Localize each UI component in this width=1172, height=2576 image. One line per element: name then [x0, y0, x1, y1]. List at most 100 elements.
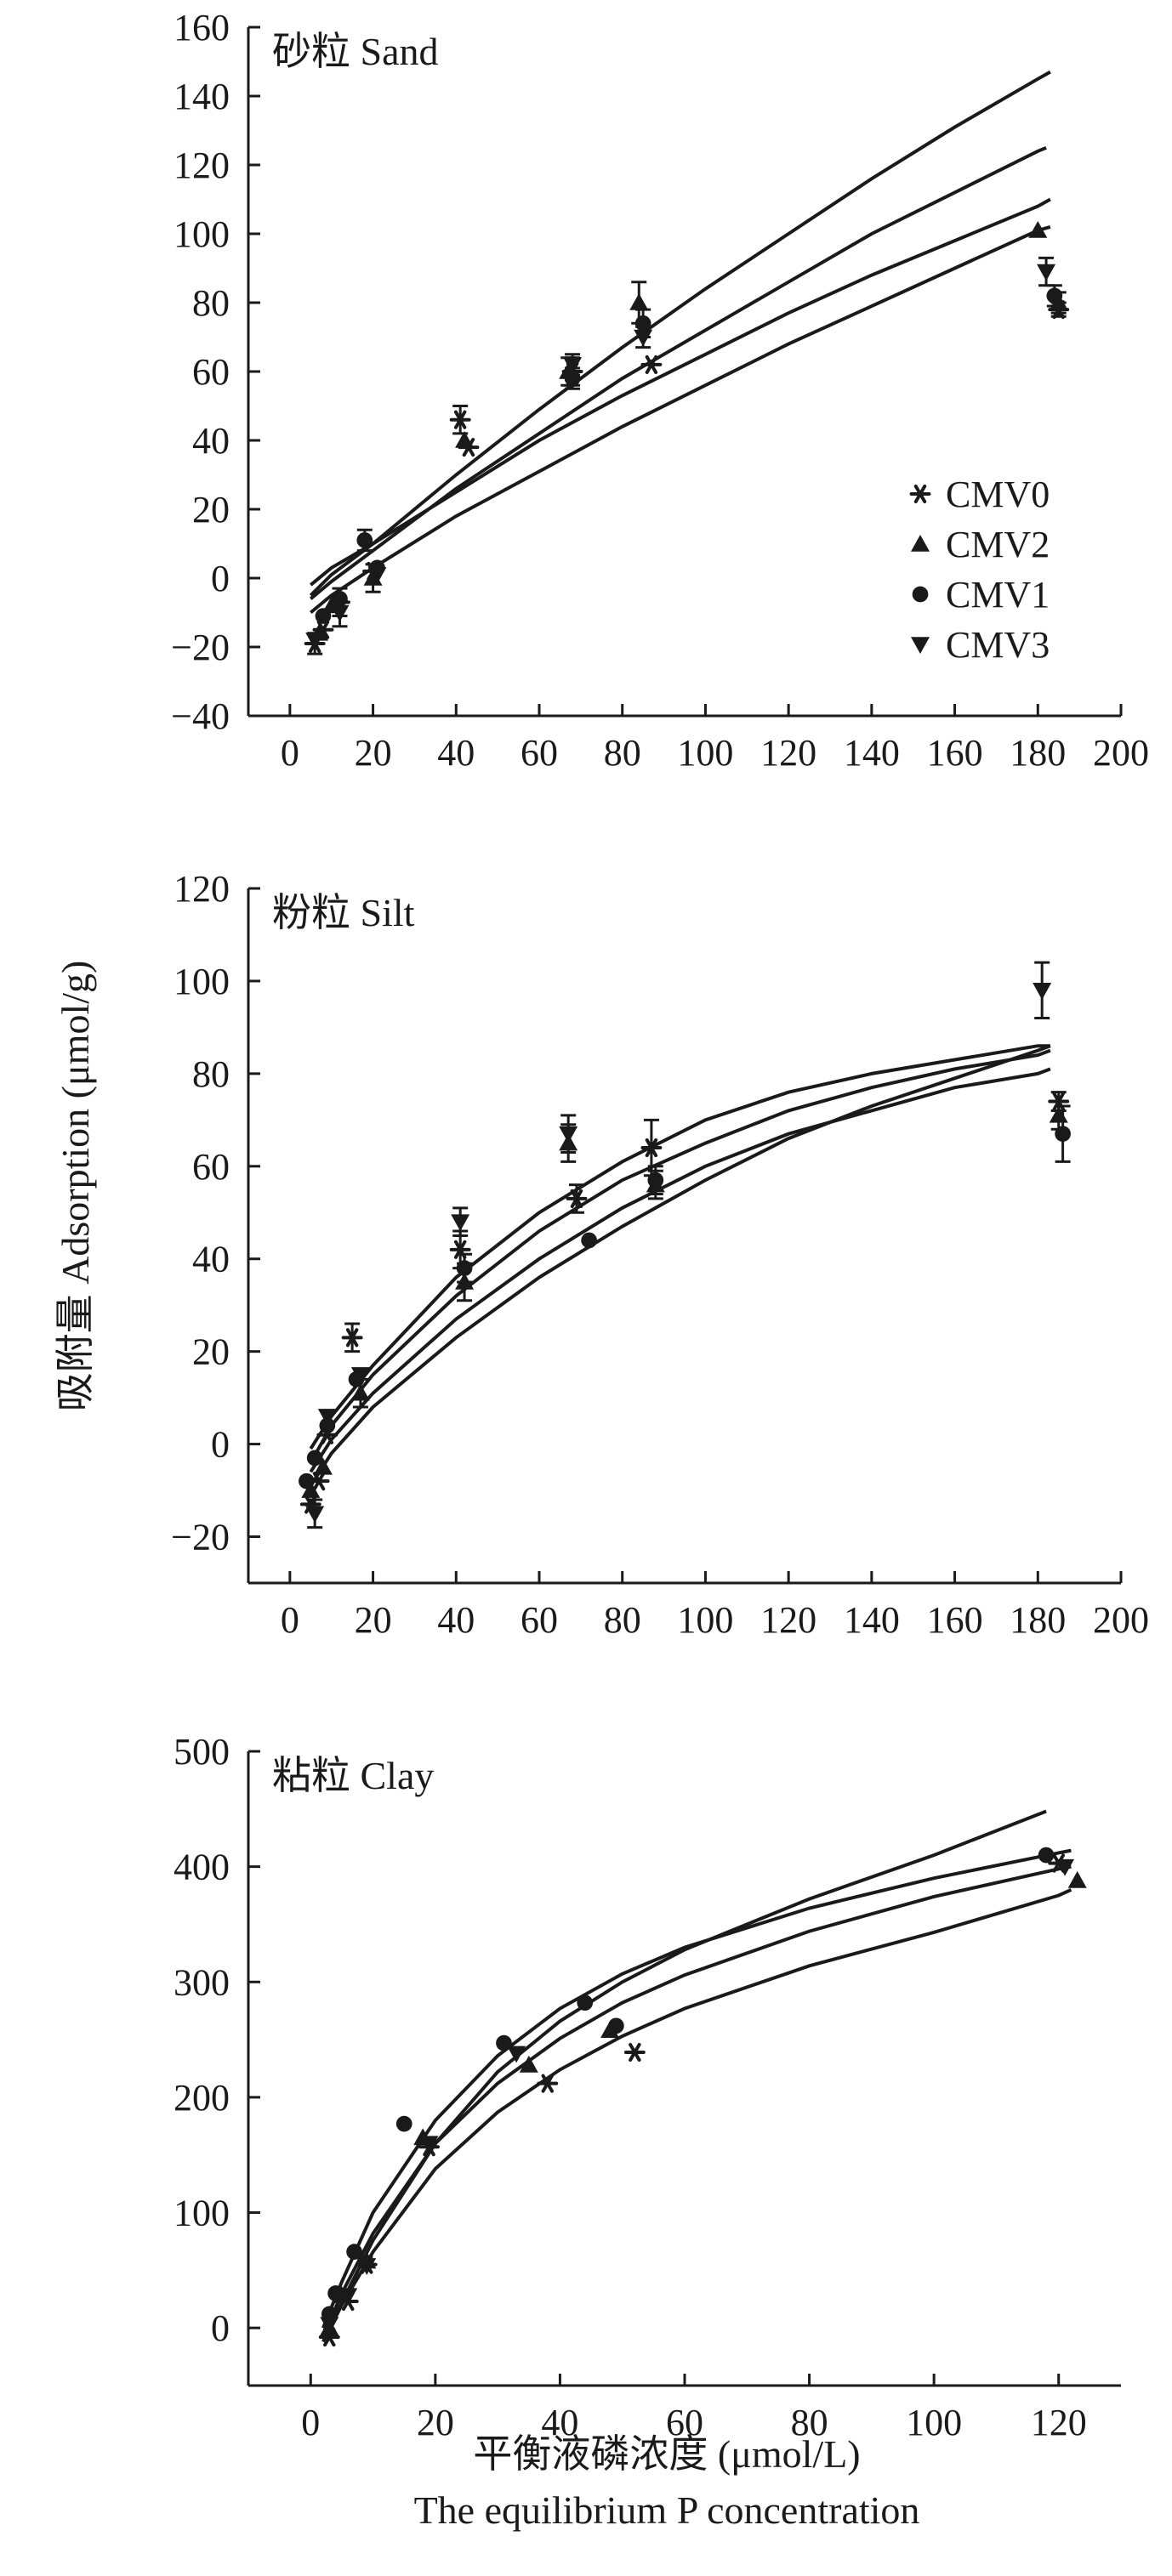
triangle-down-marker: [357, 2258, 377, 2275]
y-tick-label: −20: [171, 627, 230, 668]
triangle-down-marker: [911, 637, 930, 654]
x-tick-label: 120: [760, 1599, 816, 1641]
triangle-down-marker: [451, 1214, 470, 1232]
asterisk-stroke: [453, 410, 467, 429]
x-tick-label: 0: [281, 732, 299, 774]
y-tick-label: 100: [174, 2193, 230, 2234]
circle-marker: [581, 1232, 597, 1249]
triangle-down-marker: [1033, 983, 1052, 1000]
triangle-down-marker: [317, 1409, 337, 1426]
triangle-down-marker: [507, 2045, 526, 2063]
y-tick-label: 60: [192, 1146, 230, 1188]
triangle-up-marker: [1049, 1105, 1068, 1123]
triangle-down-marker: [320, 2317, 339, 2335]
y-tick-label: 20: [192, 489, 230, 531]
fit-curve: [310, 197, 1051, 587]
fit-curve: [321, 1848, 1072, 2329]
legend-label: CMV1: [946, 574, 1050, 616]
fit-curve: [310, 145, 1047, 600]
circle-marker: [456, 1260, 473, 1276]
legend-item-cmv1: CMV1: [912, 574, 1050, 616]
asterisk-marker: [640, 1138, 663, 1158]
x-tick-label: 20: [355, 1599, 392, 1641]
asterisk-marker-icon: [909, 484, 931, 504]
asterisk-marker: [566, 1189, 588, 1208]
y-tick-label: 140: [174, 76, 230, 117]
asterisk-stroke: [629, 2042, 641, 2063]
circle-marker: [395, 2115, 412, 2132]
circle-marker: [912, 586, 929, 603]
circle-marker: [315, 608, 332, 624]
y-tick-label: 0: [211, 2307, 230, 2349]
x-axis-subtitle: The equilibrium P concentration: [414, 2488, 920, 2532]
asterisk-marker: [449, 410, 471, 429]
x-tick-label: 120: [1031, 2402, 1087, 2443]
asterisk-marker: [909, 484, 931, 504]
y-tick-label: 20: [192, 1331, 230, 1373]
circle-marker: [608, 2017, 624, 2034]
triangle-down-marker-icon: [911, 637, 930, 654]
triangle-up-marker: [350, 1383, 370, 1401]
fit-curve: [321, 1809, 1047, 2341]
clay-panel: 0 100 200 300 400 500 0 20 40 60 80 100 120 粘粒 Clay: [174, 1731, 1121, 2443]
asterisk-marker: [623, 2042, 646, 2063]
y-tick-label: 60: [192, 351, 230, 393]
x-tick-label: 60: [521, 732, 558, 774]
y-tick-label: 80: [192, 1053, 230, 1095]
x-tick-label: 20: [355, 732, 392, 774]
legend: CMV0 CMV2 CMV1 CMV3: [909, 474, 1050, 666]
y-tick-label: 120: [174, 145, 230, 186]
x-tick-label: 200: [1093, 1599, 1149, 1641]
fit-curve: [309, 1048, 1051, 1464]
legend-item-cmv3: CMV3: [911, 624, 1050, 666]
x-tick-label: 200: [1093, 732, 1149, 774]
panel-title: 粘粒 Clay: [272, 1754, 434, 1797]
triangle-down-marker: [1037, 264, 1056, 281]
triangle-down-marker: [559, 1126, 578, 1143]
y-tick-label: 0: [211, 1424, 230, 1466]
sand-panel: −40 −20 0 20 40 60 80 100 120 140 160 0 20 40 60 80 100 1…: [171, 7, 1149, 774]
triangle-down-marker: [305, 1506, 325, 1523]
circle-marker: [1038, 1847, 1055, 1864]
silt-panel: −20 0 20 40 60 80 100 120 0 20 40 60 80 100 120 140 160 1…: [171, 868, 1149, 1641]
y-axis-title: 吸附量 Adsorption (μmol/g): [54, 961, 97, 1412]
x-tick-label: 0: [301, 2402, 320, 2443]
y-tick-label: 300: [174, 1961, 230, 2003]
y-tick-label: −20: [171, 1517, 230, 1558]
triangle-down-marker: [367, 567, 387, 584]
circle-marker: [1046, 287, 1063, 304]
x-tick-label: 80: [604, 732, 641, 774]
triangle-down-marker: [419, 2136, 439, 2153]
x-tick-label: 180: [1010, 1599, 1066, 1641]
circle-marker-icon: [912, 586, 929, 603]
asterisk-stroke: [645, 1138, 658, 1158]
y-tick-label: 200: [174, 2077, 230, 2119]
x-tick-label: 120: [760, 732, 816, 774]
y-tick-label: 160: [174, 7, 230, 48]
asterisk-marker: [640, 355, 663, 374]
circle-marker: [577, 1994, 594, 2011]
circle-marker: [346, 2244, 362, 2261]
x-tick-label: 160: [927, 1599, 983, 1641]
circle-marker: [306, 1450, 323, 1467]
fit-curve: [309, 70, 1051, 597]
legend-label: CMV3: [946, 624, 1050, 666]
triangle-down-marker: [339, 2288, 358, 2306]
triangle-up-marker: [1028, 220, 1048, 238]
asterisk-stroke: [541, 2074, 554, 2093]
y-tick-label: 0: [211, 558, 230, 599]
asterisk-stroke: [913, 484, 927, 504]
x-tick-label: 80: [604, 1599, 641, 1641]
circle-marker: [327, 2285, 344, 2301]
x-axis-title: 平衡液磷浓度 (μmol/L): [473, 2432, 860, 2476]
y-tick-label: 40: [192, 420, 230, 462]
triangle-up-marker: [301, 1481, 321, 1498]
y-tick-label: 400: [174, 1847, 230, 1888]
panel-title: 砂粒 Sand: [272, 30, 439, 73]
x-tick-label: 140: [844, 732, 900, 774]
legend-label: CMV2: [946, 524, 1050, 565]
x-tick-label: 180: [1010, 732, 1066, 774]
x-tick-label: 40: [541, 2402, 578, 2443]
fit-curve: [309, 1067, 1051, 1473]
